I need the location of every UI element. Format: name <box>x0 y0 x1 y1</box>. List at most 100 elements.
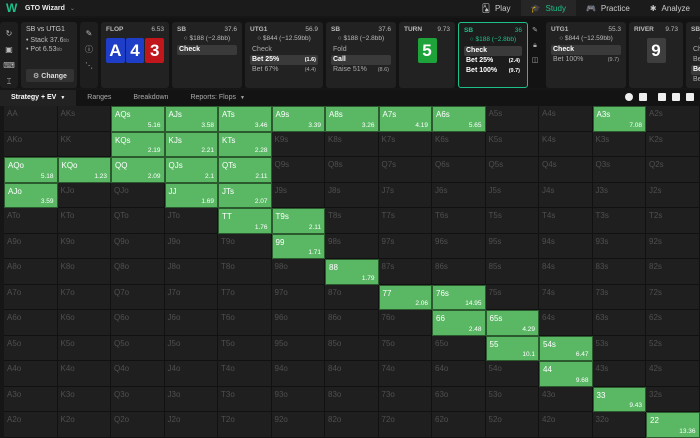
nav-practice[interactable]: 🎮 Practice <box>576 0 640 16</box>
hand-cell[interactable]: 42o <box>539 412 593 438</box>
chevron-down-icon[interactable]: ⌄ <box>69 5 75 12</box>
hand-cell[interactable]: A4o <box>4 361 58 387</box>
hand-cell[interactable]: K6o <box>57 310 111 336</box>
hand-cell[interactable]: 73o <box>378 386 432 412</box>
hand-cell[interactable]: J4s <box>539 182 593 208</box>
action-option[interactable]: Check <box>464 46 522 56</box>
nav-analyze[interactable]: ✱ Analyze <box>640 0 700 16</box>
hand-cell[interactable]: T5o <box>218 335 272 361</box>
change-button[interactable]: ⚙ Change <box>26 69 74 82</box>
hand-cell[interactable]: 32s <box>646 386 700 412</box>
app-title[interactable]: GTO Wizard <box>25 4 65 12</box>
hand-cell[interactable]: J2s <box>646 182 700 208</box>
hand-cell[interactable]: A7s 4.19 <box>378 106 432 132</box>
hand-cell[interactable]: T8s <box>325 208 379 234</box>
hand-cell[interactable]: K7o <box>57 284 111 310</box>
hand-cell[interactable]: 87s <box>378 259 432 285</box>
action-option[interactable]: Fold <box>331 45 391 55</box>
action-option[interactable]: Check <box>250 45 318 55</box>
hand-cell[interactable]: 83o <box>325 386 379 412</box>
hand-cell[interactable]: T9o <box>218 233 272 259</box>
hand-cell[interactable]: Q2s <box>646 157 700 183</box>
hand-cell[interactable]: K9o <box>57 233 111 259</box>
gamepad-icon[interactable]: ⌨ <box>3 61 15 70</box>
hand-cell[interactable]: J7o <box>164 284 218 310</box>
hand-cell[interactable]: T5s <box>485 208 539 234</box>
hand-cell[interactable]: Q4s <box>539 157 593 183</box>
hand-cell[interactable]: K8s <box>325 131 379 157</box>
hand-cell[interactable]: A8s 3.26 <box>325 106 379 132</box>
hand-cell[interactable]: 63s <box>592 310 646 336</box>
action-option[interactable]: Bet 100% (9.7) <box>464 66 522 76</box>
action-option[interactable]: Be <box>691 75 700 85</box>
hand-cell[interactable]: 86s <box>432 259 486 285</box>
lock-icon[interactable]: 🔒︎ <box>533 42 537 49</box>
river-panel[interactable]: RIVER 9.73 9 <box>629 22 683 88</box>
hand-cell[interactable]: K3o <box>57 386 111 412</box>
action-panel-utg1-turn[interactable]: UTG1 55.3 ○ $844 (−12.59bb) Check Bet 100… <box>546 22 626 88</box>
tree-icon[interactable]: ⋱ <box>85 61 93 70</box>
hand-cell[interactable]: QTo <box>111 208 165 234</box>
hand-cell[interactable]: J3o <box>164 386 218 412</box>
hand-cell[interactable]: 94o <box>271 361 325 387</box>
hand-cell[interactable]: A9s 3.39 <box>271 106 325 132</box>
action-option[interactable]: Be <box>691 65 700 75</box>
hand-cell[interactable]: K7s <box>378 131 432 157</box>
hand-cell[interactable]: 99 1.71 <box>271 233 325 259</box>
action-option[interactable]: Check <box>177 45 237 55</box>
color-mode-icon[interactable] <box>625 93 633 101</box>
hand-cell[interactable]: 74o <box>378 361 432 387</box>
grid-view-icon[interactable] <box>672 93 680 101</box>
hand-cell[interactable]: 54s 6.47 <box>539 335 593 361</box>
hand-cell[interactable]: 92o <box>271 412 325 438</box>
hand-cell[interactable]: K6s <box>432 131 486 157</box>
hand-cell[interactable]: T2o <box>218 412 272 438</box>
action-option[interactable]: Raise 51% (8.6) <box>331 65 391 75</box>
hand-cell[interactable]: 72s <box>646 284 700 310</box>
hand-cell[interactable]: 95o <box>271 335 325 361</box>
hand-cell[interactable]: 52s <box>646 335 700 361</box>
hand-cell[interactable]: 93o <box>271 386 325 412</box>
hand-cell[interactable]: 96o <box>271 310 325 336</box>
hand-cell[interactable]: 63o <box>432 386 486 412</box>
hand-cell[interactable]: KTs 2.28 <box>218 131 272 157</box>
hand-cell[interactable]: J7s <box>378 182 432 208</box>
hand-cell[interactable]: K2s <box>646 131 700 157</box>
hand-cell[interactable]: 82o <box>325 412 379 438</box>
hand-cell[interactable]: K8o <box>57 259 111 285</box>
hand-cell[interactable]: 55 10.1 <box>485 335 539 361</box>
split-view-icon[interactable] <box>658 93 666 101</box>
hand-cell[interactable]: J6o <box>164 310 218 336</box>
hand-cell[interactable]: 43s <box>592 361 646 387</box>
hand-cell[interactable]: T6o <box>218 310 272 336</box>
hand-cell[interactable]: K3s <box>592 131 646 157</box>
hand-cell[interactable]: 44 9.68 <box>539 361 593 387</box>
hand-cell[interactable]: AKo <box>4 131 58 157</box>
hand-cell[interactable]: Q6s <box>432 157 486 183</box>
hand-cell[interactable]: T4o <box>218 361 272 387</box>
hand-cell[interactable]: JTo <box>164 208 218 234</box>
hand-cell[interactable]: Q8o <box>111 259 165 285</box>
hand-cell[interactable]: T9s 2.11 <box>271 208 325 234</box>
hand-cell[interactable]: K9s <box>271 131 325 157</box>
hand-cell[interactable]: 84s <box>539 259 593 285</box>
hand-cell[interactable]: J4o <box>164 361 218 387</box>
hand-cell[interactable]: A2o <box>4 412 58 438</box>
reset-icon[interactable]: ↻ <box>5 29 13 38</box>
hand-cell[interactable]: AJs 3.58 <box>164 106 218 132</box>
hand-cell[interactable]: Q3s <box>592 157 646 183</box>
hand-cell[interactable]: T6s <box>432 208 486 234</box>
hand-cell[interactable]: Q2o <box>111 412 165 438</box>
hand-cell[interactable]: T7s <box>378 208 432 234</box>
hand-cell[interactable]: Q9s <box>271 157 325 183</box>
hand-cell[interactable]: 42s <box>646 361 700 387</box>
hand-cell[interactable]: 92s <box>646 233 700 259</box>
hand-cell[interactable]: 85s <box>485 259 539 285</box>
action-option[interactable]: Be <box>691 55 700 65</box>
tab-ranges[interactable]: Ranges <box>76 90 122 106</box>
hand-cell[interactable]: 75s <box>485 284 539 310</box>
action-panel-sb-call[interactable]: SB 37.6 ○ $188 (−2.8bb) Fold Call Raise 5… <box>326 22 396 88</box>
turn-panel[interactable]: TURN 9.73 5 <box>399 22 455 88</box>
tab-reports-flops[interactable]: Reports: Flops ▼ <box>179 90 255 106</box>
action-panel-utg1-flop[interactable]: UTG1 56.9 ○ $844 (−12.59bb) Check Bet 25%… <box>245 22 323 88</box>
